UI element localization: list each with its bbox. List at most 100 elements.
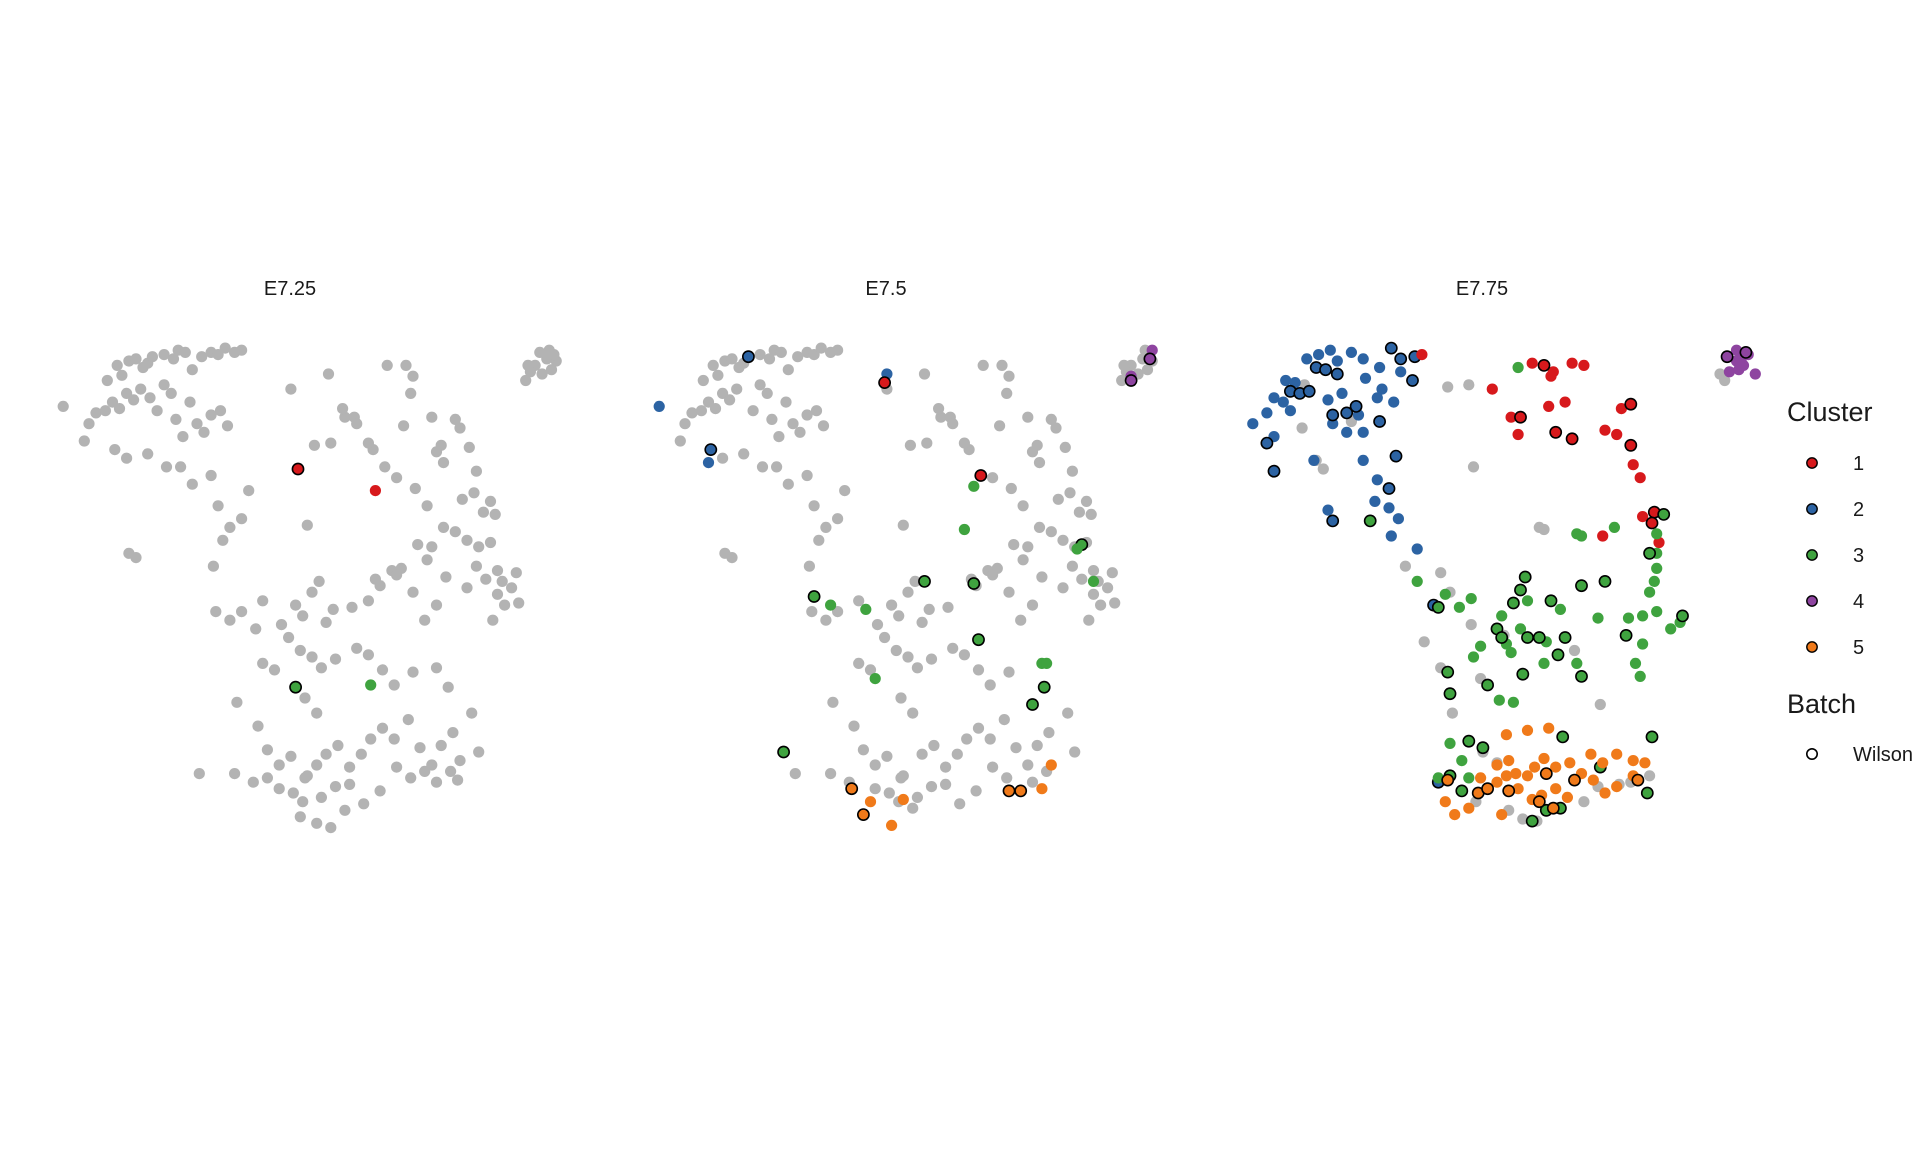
background-point	[484, 536, 497, 549]
cluster-2-point	[1322, 394, 1334, 406]
background-point	[853, 595, 865, 607]
background-point	[99, 405, 111, 417]
cluster-3-point	[1439, 588, 1451, 600]
background-point	[1003, 586, 1015, 598]
cluster-3-point	[1363, 514, 1377, 528]
cluster-2-point	[1384, 341, 1398, 355]
cluster-2-point	[1376, 383, 1388, 395]
background-point	[897, 519, 909, 531]
cluster-5-point	[1611, 781, 1623, 793]
background-point	[184, 396, 196, 408]
background-point	[726, 353, 738, 365]
background-point	[954, 798, 966, 810]
background-point	[430, 446, 443, 458]
background-point	[1463, 379, 1475, 391]
background-point	[1045, 526, 1057, 538]
cluster-1-point	[369, 485, 381, 497]
background-point	[1538, 523, 1550, 536]
cluster-2-point	[1373, 415, 1386, 428]
background-point	[198, 426, 210, 438]
background-point	[376, 722, 389, 734]
background-point	[221, 420, 234, 432]
cluster-2-point	[1319, 363, 1332, 377]
background-point	[1083, 614, 1095, 626]
background-point	[430, 662, 443, 674]
background-point	[426, 541, 438, 553]
cluster-2-point	[1357, 454, 1369, 466]
background-point	[940, 778, 952, 791]
background-point	[697, 374, 709, 387]
background-point	[1003, 370, 1015, 382]
cluster-3-point	[1514, 583, 1527, 597]
background-point	[808, 349, 820, 361]
background-point	[165, 387, 177, 399]
background-point	[763, 353, 776, 365]
background-point	[496, 575, 508, 588]
cluster-1-point	[1565, 432, 1579, 446]
cluster-2-point	[1331, 355, 1343, 367]
background-point	[987, 761, 999, 773]
background-point	[273, 783, 285, 795]
cluster-3-point	[1444, 737, 1456, 750]
cluster-3-point	[1443, 687, 1457, 701]
background-point	[1022, 541, 1034, 553]
background-point	[388, 679, 400, 691]
cluster-1-point	[291, 462, 305, 476]
cluster-5-point	[864, 796, 877, 808]
panel-title: E7.25	[264, 278, 316, 300]
background-point	[344, 778, 356, 791]
background-point	[311, 707, 323, 719]
background-point	[210, 606, 222, 618]
background-point	[1022, 411, 1034, 423]
cluster-2-point	[1395, 366, 1407, 378]
background-point	[801, 469, 813, 482]
background-point	[473, 746, 485, 758]
cluster-2-point	[1302, 384, 1316, 398]
cluster-2-point	[1359, 372, 1372, 384]
background-point	[832, 344, 844, 356]
cluster-3-point	[1619, 629, 1633, 642]
background-point	[146, 351, 158, 363]
cluster-5-point	[1631, 773, 1645, 787]
cluster-2-point	[1349, 399, 1363, 413]
background-point	[871, 619, 884, 631]
cluster-5-point	[1538, 752, 1550, 765]
background-point	[1052, 493, 1064, 505]
cluster-3-point	[1608, 521, 1620, 534]
cluster-3-point	[1645, 730, 1659, 744]
background-point	[243, 485, 255, 497]
cluster-5-point	[1496, 809, 1508, 821]
background-point	[337, 403, 349, 415]
legend-label-cluster-2: 2	[1853, 499, 1864, 521]
cluster-2-point	[1326, 408, 1340, 422]
cluster-3-point	[1507, 596, 1520, 610]
background-point	[958, 649, 971, 661]
background-point	[977, 359, 989, 371]
background-point	[1022, 759, 1034, 771]
cluster-1-point	[1559, 396, 1571, 408]
background-point	[1568, 644, 1581, 657]
cluster-3-point	[807, 590, 821, 603]
background-point	[918, 368, 931, 380]
background-point	[933, 403, 945, 415]
background-point	[351, 642, 363, 654]
cluster-2-point	[1374, 361, 1386, 374]
background-point	[257, 657, 269, 670]
background-point	[782, 364, 794, 376]
cluster-1-point	[1634, 472, 1646, 484]
cluster-3-point	[1507, 696, 1519, 708]
background-point	[1001, 387, 1013, 399]
background-point	[196, 351, 208, 363]
background-point	[1106, 567, 1118, 579]
cluster-2-point	[653, 400, 665, 412]
background-point	[461, 534, 473, 546]
background-point	[1435, 567, 1447, 579]
background-point	[998, 714, 1010, 726]
cluster-3-point	[1575, 530, 1588, 542]
background-point	[794, 426, 806, 438]
cluster-2-point	[1406, 374, 1419, 387]
cluster-3-point	[1651, 528, 1663, 540]
background-point	[1118, 359, 1130, 371]
cluster-3-point	[1571, 657, 1583, 670]
